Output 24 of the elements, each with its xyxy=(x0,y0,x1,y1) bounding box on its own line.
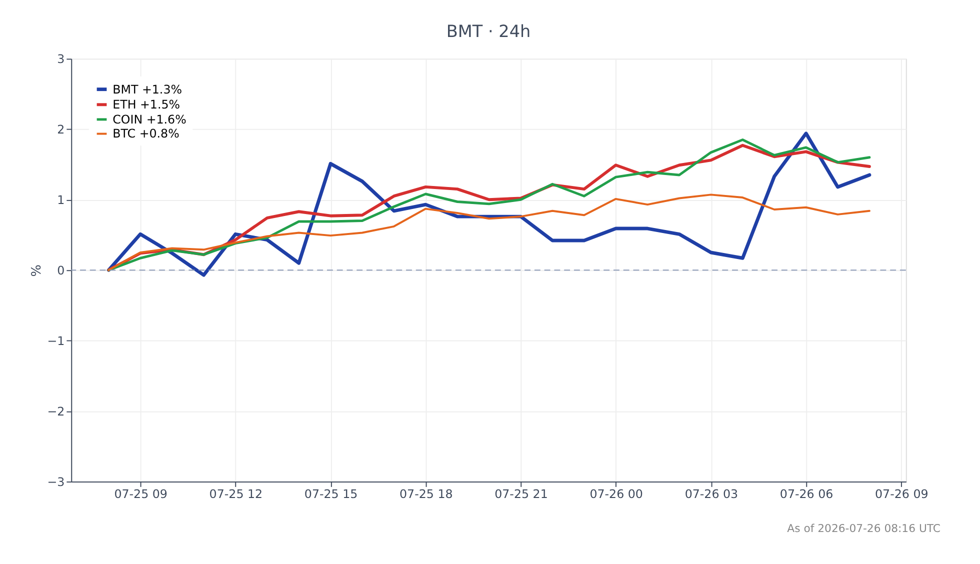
y-axis-title: % xyxy=(29,264,44,277)
x-tick-label: 07-26 09 xyxy=(875,486,928,501)
y-tick-label: 2 xyxy=(57,122,65,137)
legend-label: ETH +1.5% xyxy=(112,98,180,112)
y-tick-label: 3 xyxy=(57,52,65,66)
x-tick-label: 07-25 09 xyxy=(114,486,168,501)
legend-label: BTC +0.8% xyxy=(112,126,180,141)
y-tick-label: 1 xyxy=(57,193,65,208)
x-tick-label: 07-26 03 xyxy=(684,486,738,501)
y-tick-label: −2 xyxy=(47,404,65,418)
y-tick-label: −3 xyxy=(47,474,65,489)
chart-title: BMT · 24h xyxy=(446,20,531,41)
x-tick-label: 07-25 12 xyxy=(209,486,263,501)
x-tick-label: 07-26 00 xyxy=(590,486,643,501)
x-tick-label: 07-25 15 xyxy=(304,486,358,501)
legend-label: COIN +1.6% xyxy=(112,112,186,126)
x-tick-label: 07-26 06 xyxy=(780,486,834,501)
x-tick-label: 07-25 21 xyxy=(494,486,548,501)
text: As of 2026-07-26 08:16 UTC xyxy=(787,522,940,535)
x-tick-label: 07-25 18 xyxy=(400,486,453,501)
y-tick-label: 0 xyxy=(57,264,65,278)
y-tick-label: −1 xyxy=(47,334,65,348)
legend-label: BMT +1.3% xyxy=(112,82,182,96)
line-series xyxy=(108,194,870,272)
